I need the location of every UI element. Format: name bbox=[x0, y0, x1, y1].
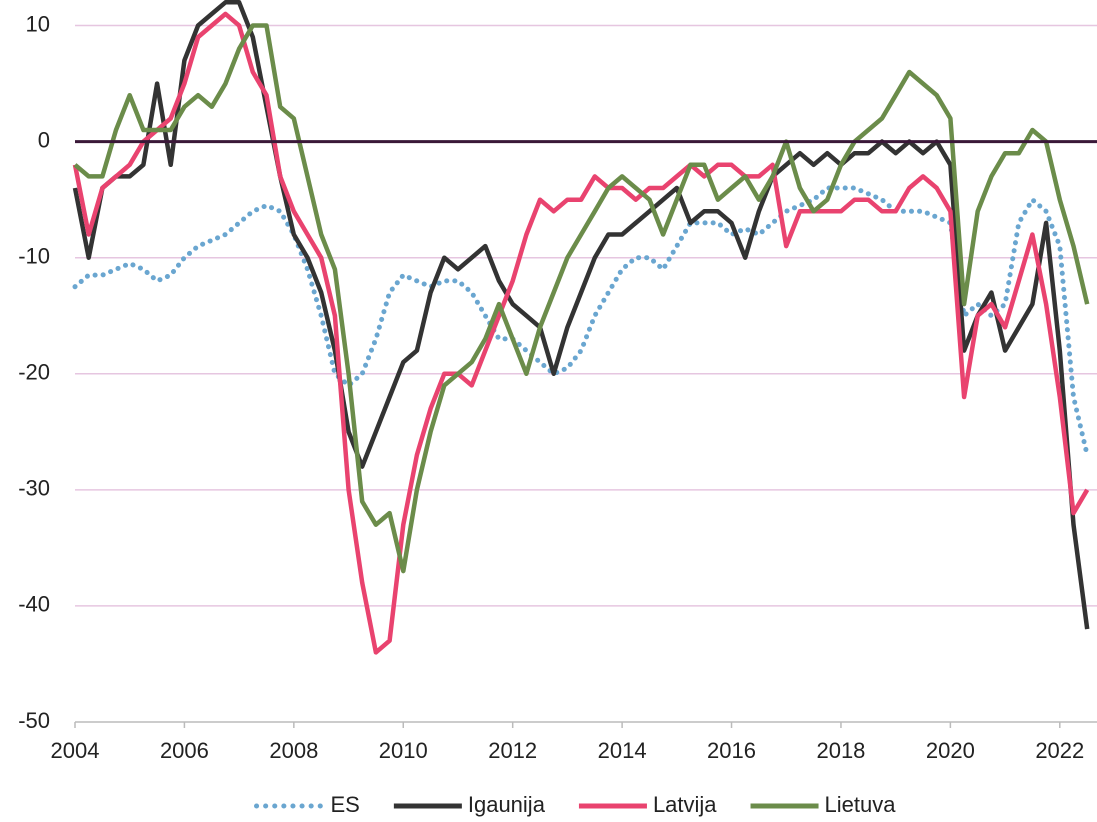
x-tick-label: 2010 bbox=[379, 738, 428, 763]
x-tick-label: 2012 bbox=[488, 738, 537, 763]
x-tick-label: 2016 bbox=[707, 738, 756, 763]
y-tick-label: -30 bbox=[18, 476, 50, 501]
legend-label: Latvija bbox=[653, 792, 717, 817]
y-tick-label: -10 bbox=[18, 244, 50, 269]
legend-item: Igaunija bbox=[393, 792, 546, 817]
y-tick-label: 10 bbox=[26, 11, 50, 36]
x-tick-label: 2014 bbox=[598, 738, 647, 763]
y-tick-label: -20 bbox=[18, 360, 50, 385]
y-tick-label: -40 bbox=[18, 592, 50, 617]
legend-item: ES bbox=[254, 792, 360, 817]
x-tick-label: 2004 bbox=[51, 738, 100, 763]
y-tick-label: -50 bbox=[18, 708, 50, 733]
series-line bbox=[72, 11, 1090, 655]
x-tick-label: 2008 bbox=[269, 738, 318, 763]
x-tick-label: 2020 bbox=[926, 738, 975, 763]
x-tick-label: 2006 bbox=[160, 738, 209, 763]
y-tick-label: 0 bbox=[38, 127, 50, 152]
series-line bbox=[72, 0, 1090, 630]
legend-label: Igaunija bbox=[468, 792, 546, 817]
legend-label: ES bbox=[331, 792, 360, 817]
x-tick-label: 2018 bbox=[816, 738, 865, 763]
legend-item: Latvija bbox=[578, 792, 717, 817]
series-line bbox=[72, 185, 1090, 458]
legend-item: Lietuva bbox=[750, 792, 897, 817]
x-tick-label: 2022 bbox=[1035, 738, 1084, 763]
legend-label: Lietuva bbox=[825, 792, 897, 817]
series-line bbox=[73, 23, 1090, 574]
